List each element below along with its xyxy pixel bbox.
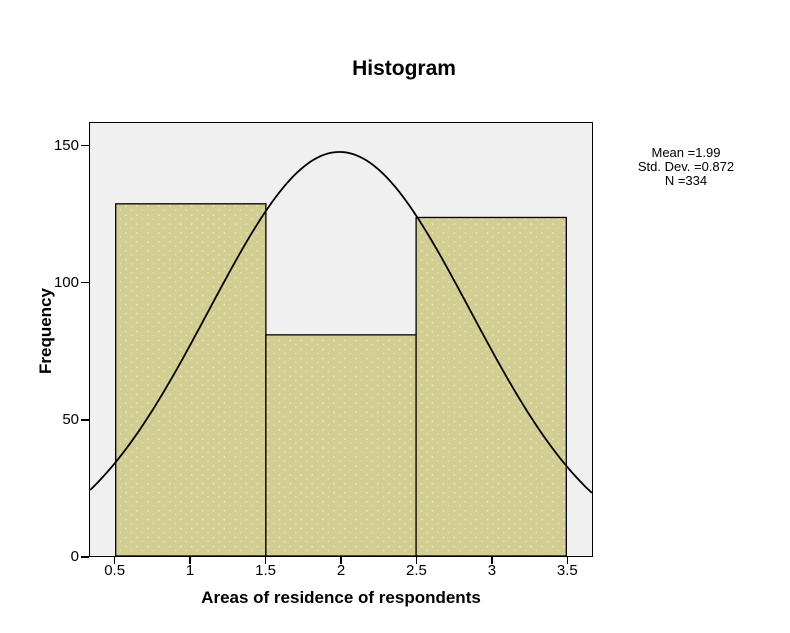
y-tick-mark xyxy=(81,419,89,421)
x-tick-label: 2.5 xyxy=(406,562,427,579)
x-tick-mark xyxy=(491,557,493,564)
y-tick-label: 150 xyxy=(53,136,79,154)
x-tick-mark xyxy=(566,557,569,564)
y-tick-mark xyxy=(81,281,89,284)
chart-title: Histogram xyxy=(352,57,456,80)
y-axis-title: Frequency xyxy=(36,288,55,374)
y-tick-label: 100 xyxy=(53,273,79,291)
x-tick-mark xyxy=(340,557,342,564)
histogram-bar-texture xyxy=(417,218,566,556)
x-tick-mark xyxy=(264,557,267,564)
stat-mean: Mean =1.99 xyxy=(651,145,721,160)
x-tick-label: 0.5 xyxy=(104,562,126,579)
plot-area xyxy=(89,122,593,557)
y-tick-label: 0 xyxy=(70,548,79,565)
y-tick-label: 50 xyxy=(62,410,79,428)
plot-canvas xyxy=(90,151,592,556)
x-tick-mark xyxy=(113,557,116,564)
x-tick-label: 1 xyxy=(185,562,195,579)
stat-n: N =334 xyxy=(664,173,708,188)
normal-curve xyxy=(90,151,592,494)
histogram-bar-texture xyxy=(116,204,265,556)
y-tick-mark xyxy=(81,144,89,147)
histogram-bar-texture xyxy=(266,335,416,556)
x-axis-title: Areas of residence of respondents xyxy=(201,588,481,607)
x-tick-label: 3 xyxy=(487,562,497,579)
stats-annotation: Mean =1.99 Std. Dev. =0.872 N =334 xyxy=(612,146,760,188)
y-tick-mark xyxy=(81,556,89,558)
x-tick-label: 2 xyxy=(336,562,346,579)
x-tick-mark xyxy=(189,557,191,564)
stat-std-dev: Std. Dev. =0.872 xyxy=(637,159,735,174)
x-tick-label: 3.5 xyxy=(556,562,578,579)
x-tick-label: 1.5 xyxy=(255,562,276,579)
x-tick-mark xyxy=(415,557,418,564)
